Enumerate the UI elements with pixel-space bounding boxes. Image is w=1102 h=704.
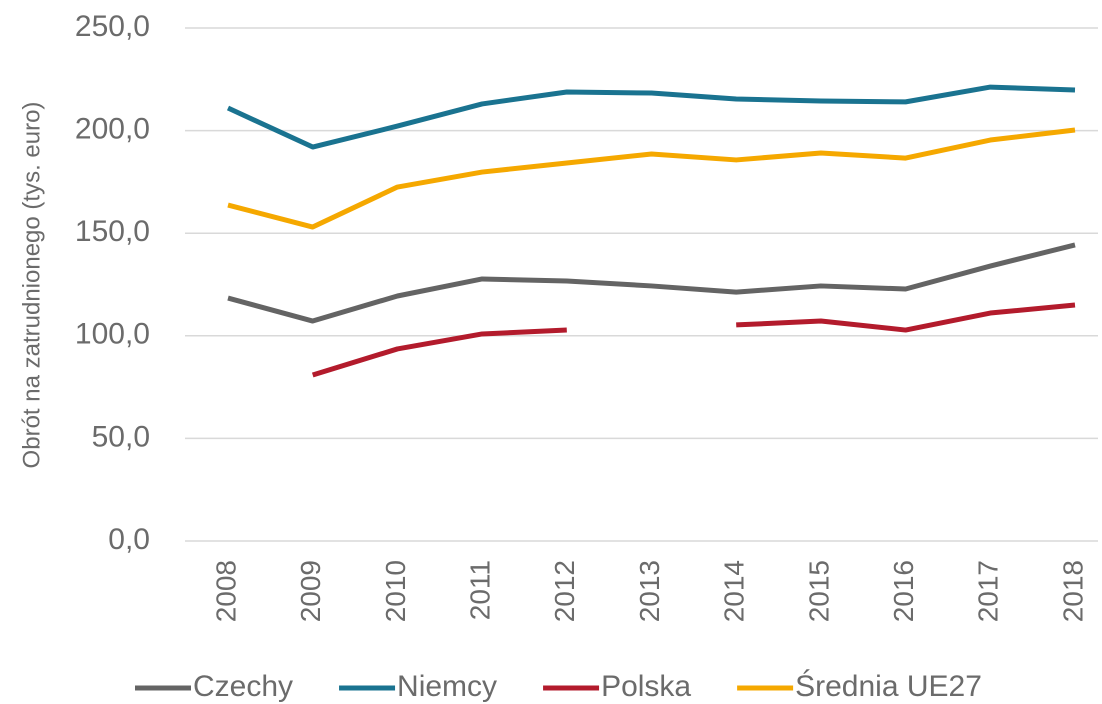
legend-label: Czechy bbox=[193, 670, 293, 703]
y-tick-label: 250,0 bbox=[75, 10, 150, 43]
x-tick-label: 2013 bbox=[634, 560, 665, 622]
y-tick-label: 50,0 bbox=[92, 420, 150, 453]
legend-label: Niemcy bbox=[397, 670, 497, 703]
x-tick-label: 2016 bbox=[888, 560, 919, 622]
legend-label: Polska bbox=[601, 670, 691, 703]
y-tick-label: 100,0 bbox=[75, 318, 150, 351]
y-tick-label: 150,0 bbox=[75, 215, 150, 248]
x-tick-label: 2008 bbox=[210, 560, 241, 622]
series-line bbox=[226, 84, 1076, 150]
y-tick-label: 0,0 bbox=[108, 523, 150, 556]
x-tick-label: 2009 bbox=[295, 560, 326, 622]
x-tick-label: 2014 bbox=[719, 560, 750, 622]
y-axis-title: Obrót na zatrudnionego (tys. euro) bbox=[18, 102, 45, 469]
x-tick-label: 2011 bbox=[464, 560, 495, 620]
x-tick-label: 2017 bbox=[973, 560, 1004, 622]
legend-label: Średnia UE27 bbox=[795, 669, 982, 703]
x-tick-label: 2015 bbox=[803, 560, 834, 622]
series-line bbox=[227, 242, 1076, 324]
y-tick-label: 200,0 bbox=[75, 113, 150, 146]
x-tick-label: 2010 bbox=[380, 560, 411, 622]
x-tick-label: 2018 bbox=[1057, 560, 1088, 622]
x-tick-label: 2012 bbox=[549, 560, 580, 622]
series-line bbox=[227, 127, 1076, 230]
series-line bbox=[311, 302, 1076, 378]
